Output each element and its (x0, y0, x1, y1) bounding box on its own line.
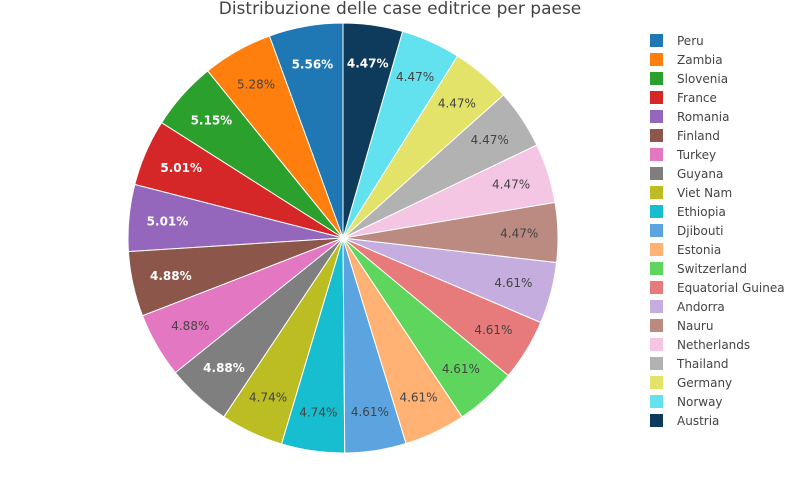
slice-label: 4.74% (249, 391, 287, 405)
legend-label: Netherlands (677, 337, 751, 352)
legend-swatch (650, 395, 663, 408)
slice-label: 4.47% (347, 56, 389, 70)
legend-label: Peru (677, 33, 704, 48)
legend-item[interactable]: Viet Nam (650, 183, 785, 202)
chart-title: Distribuzione delle case editrice per pa… (218, 0, 582, 19)
slice-label: 5.01% (160, 161, 202, 175)
slice-label: 4.88% (150, 269, 192, 283)
legend-swatch (650, 224, 663, 237)
slice-label: 4.47% (500, 226, 538, 240)
legend-swatch (650, 300, 663, 313)
legend-label: Germany (677, 375, 733, 390)
legend-swatch (650, 110, 663, 123)
legend-label: Switzerland (677, 261, 747, 276)
legend-item[interactable]: Estonia (650, 240, 785, 259)
legend-swatch (650, 205, 663, 218)
legend-item[interactable]: Zambia (650, 50, 785, 69)
legend-swatch (650, 148, 663, 161)
legend-label: Andorra (677, 299, 725, 314)
legend-label: Norway (677, 394, 723, 409)
legend-label: Romania (677, 109, 730, 124)
legend-item[interactable]: Netherlands (650, 335, 785, 354)
legend-label: Nauru (677, 318, 714, 333)
legend-item[interactable]: Guyana (650, 164, 785, 183)
legend-item[interactable]: France (650, 88, 785, 107)
legend-swatch (650, 129, 663, 142)
legend-item[interactable]: Austria (650, 411, 785, 430)
legend-item[interactable]: Germany (650, 373, 785, 392)
slice-label: 4.61% (474, 323, 512, 337)
legend-item[interactable]: Equatorial Guinea (650, 278, 785, 297)
slice-label: 4.74% (299, 406, 337, 420)
legend-item[interactable]: Nauru (650, 316, 785, 335)
legend-label: France (677, 90, 717, 105)
slice-label: 4.88% (203, 361, 245, 375)
legend-label: Austria (677, 413, 720, 428)
legend-swatch (650, 262, 663, 275)
legend-label: Guyana (677, 166, 724, 181)
pie-slice-austria[interactable] (342, 22, 404, 239)
slice-label: 4.61% (351, 405, 389, 419)
slice-label: 5.28% (237, 78, 275, 92)
slice-label: 5.01% (147, 215, 189, 229)
legend-swatch (650, 414, 663, 427)
legend-swatch (650, 243, 663, 256)
legend-item[interactable]: Norway (650, 392, 785, 411)
legend-swatch (650, 72, 663, 85)
legend-swatch (650, 376, 663, 389)
legend-swatch (650, 34, 663, 47)
legend-label: Djibouti (677, 223, 724, 238)
legend-swatch (650, 357, 663, 370)
legend-item[interactable]: Thailand (650, 354, 785, 373)
legend-item[interactable]: Ethiopia (650, 202, 785, 221)
legend-swatch (650, 53, 663, 66)
slice-label: 5.15% (191, 114, 233, 128)
legend-label: Finland (677, 128, 720, 143)
legend-item[interactable]: Switzerland (650, 259, 785, 278)
legend-label: Ethiopia (677, 204, 726, 219)
legend-swatch (650, 91, 663, 104)
slice-label: 4.88% (171, 319, 209, 333)
slice-label: 4.47% (396, 70, 434, 84)
slice-label: 5.56% (292, 57, 334, 71)
legend-label: Turkey (677, 147, 717, 162)
legend-label: Thailand (677, 356, 729, 371)
legend-swatch (650, 319, 663, 332)
legend-swatch (650, 167, 663, 180)
slice-label: 4.61% (494, 276, 532, 290)
legend-label: Equatorial Guinea (677, 280, 785, 295)
legend-item[interactable]: Andorra (650, 297, 785, 316)
legend-label: Zambia (677, 52, 723, 67)
legend-item[interactable]: Slovenia (650, 69, 785, 88)
slice-label: 4.47% (492, 178, 530, 192)
legend-item[interactable]: Peru (650, 31, 785, 50)
legend-swatch (650, 186, 663, 199)
legend-item[interactable]: Djibouti (650, 221, 785, 240)
legend-swatch (650, 281, 663, 294)
legend-label: Estonia (677, 242, 722, 257)
legend-swatch (650, 338, 663, 351)
slice-label: 4.47% (438, 96, 476, 110)
legend-item[interactable]: Romania (650, 107, 785, 126)
legend-item[interactable]: Finland (650, 126, 785, 145)
legend-label: Viet Nam (677, 185, 733, 200)
slice-label: 4.47% (471, 133, 509, 147)
legend-item[interactable]: Turkey (650, 145, 785, 164)
slice-label: 4.61% (399, 390, 437, 404)
legend: Peru Zambia Slovenia France Romania Finland Tu… (650, 31, 785, 430)
slice-label: 4.61% (442, 362, 480, 376)
legend-label: Slovenia (677, 71, 729, 86)
